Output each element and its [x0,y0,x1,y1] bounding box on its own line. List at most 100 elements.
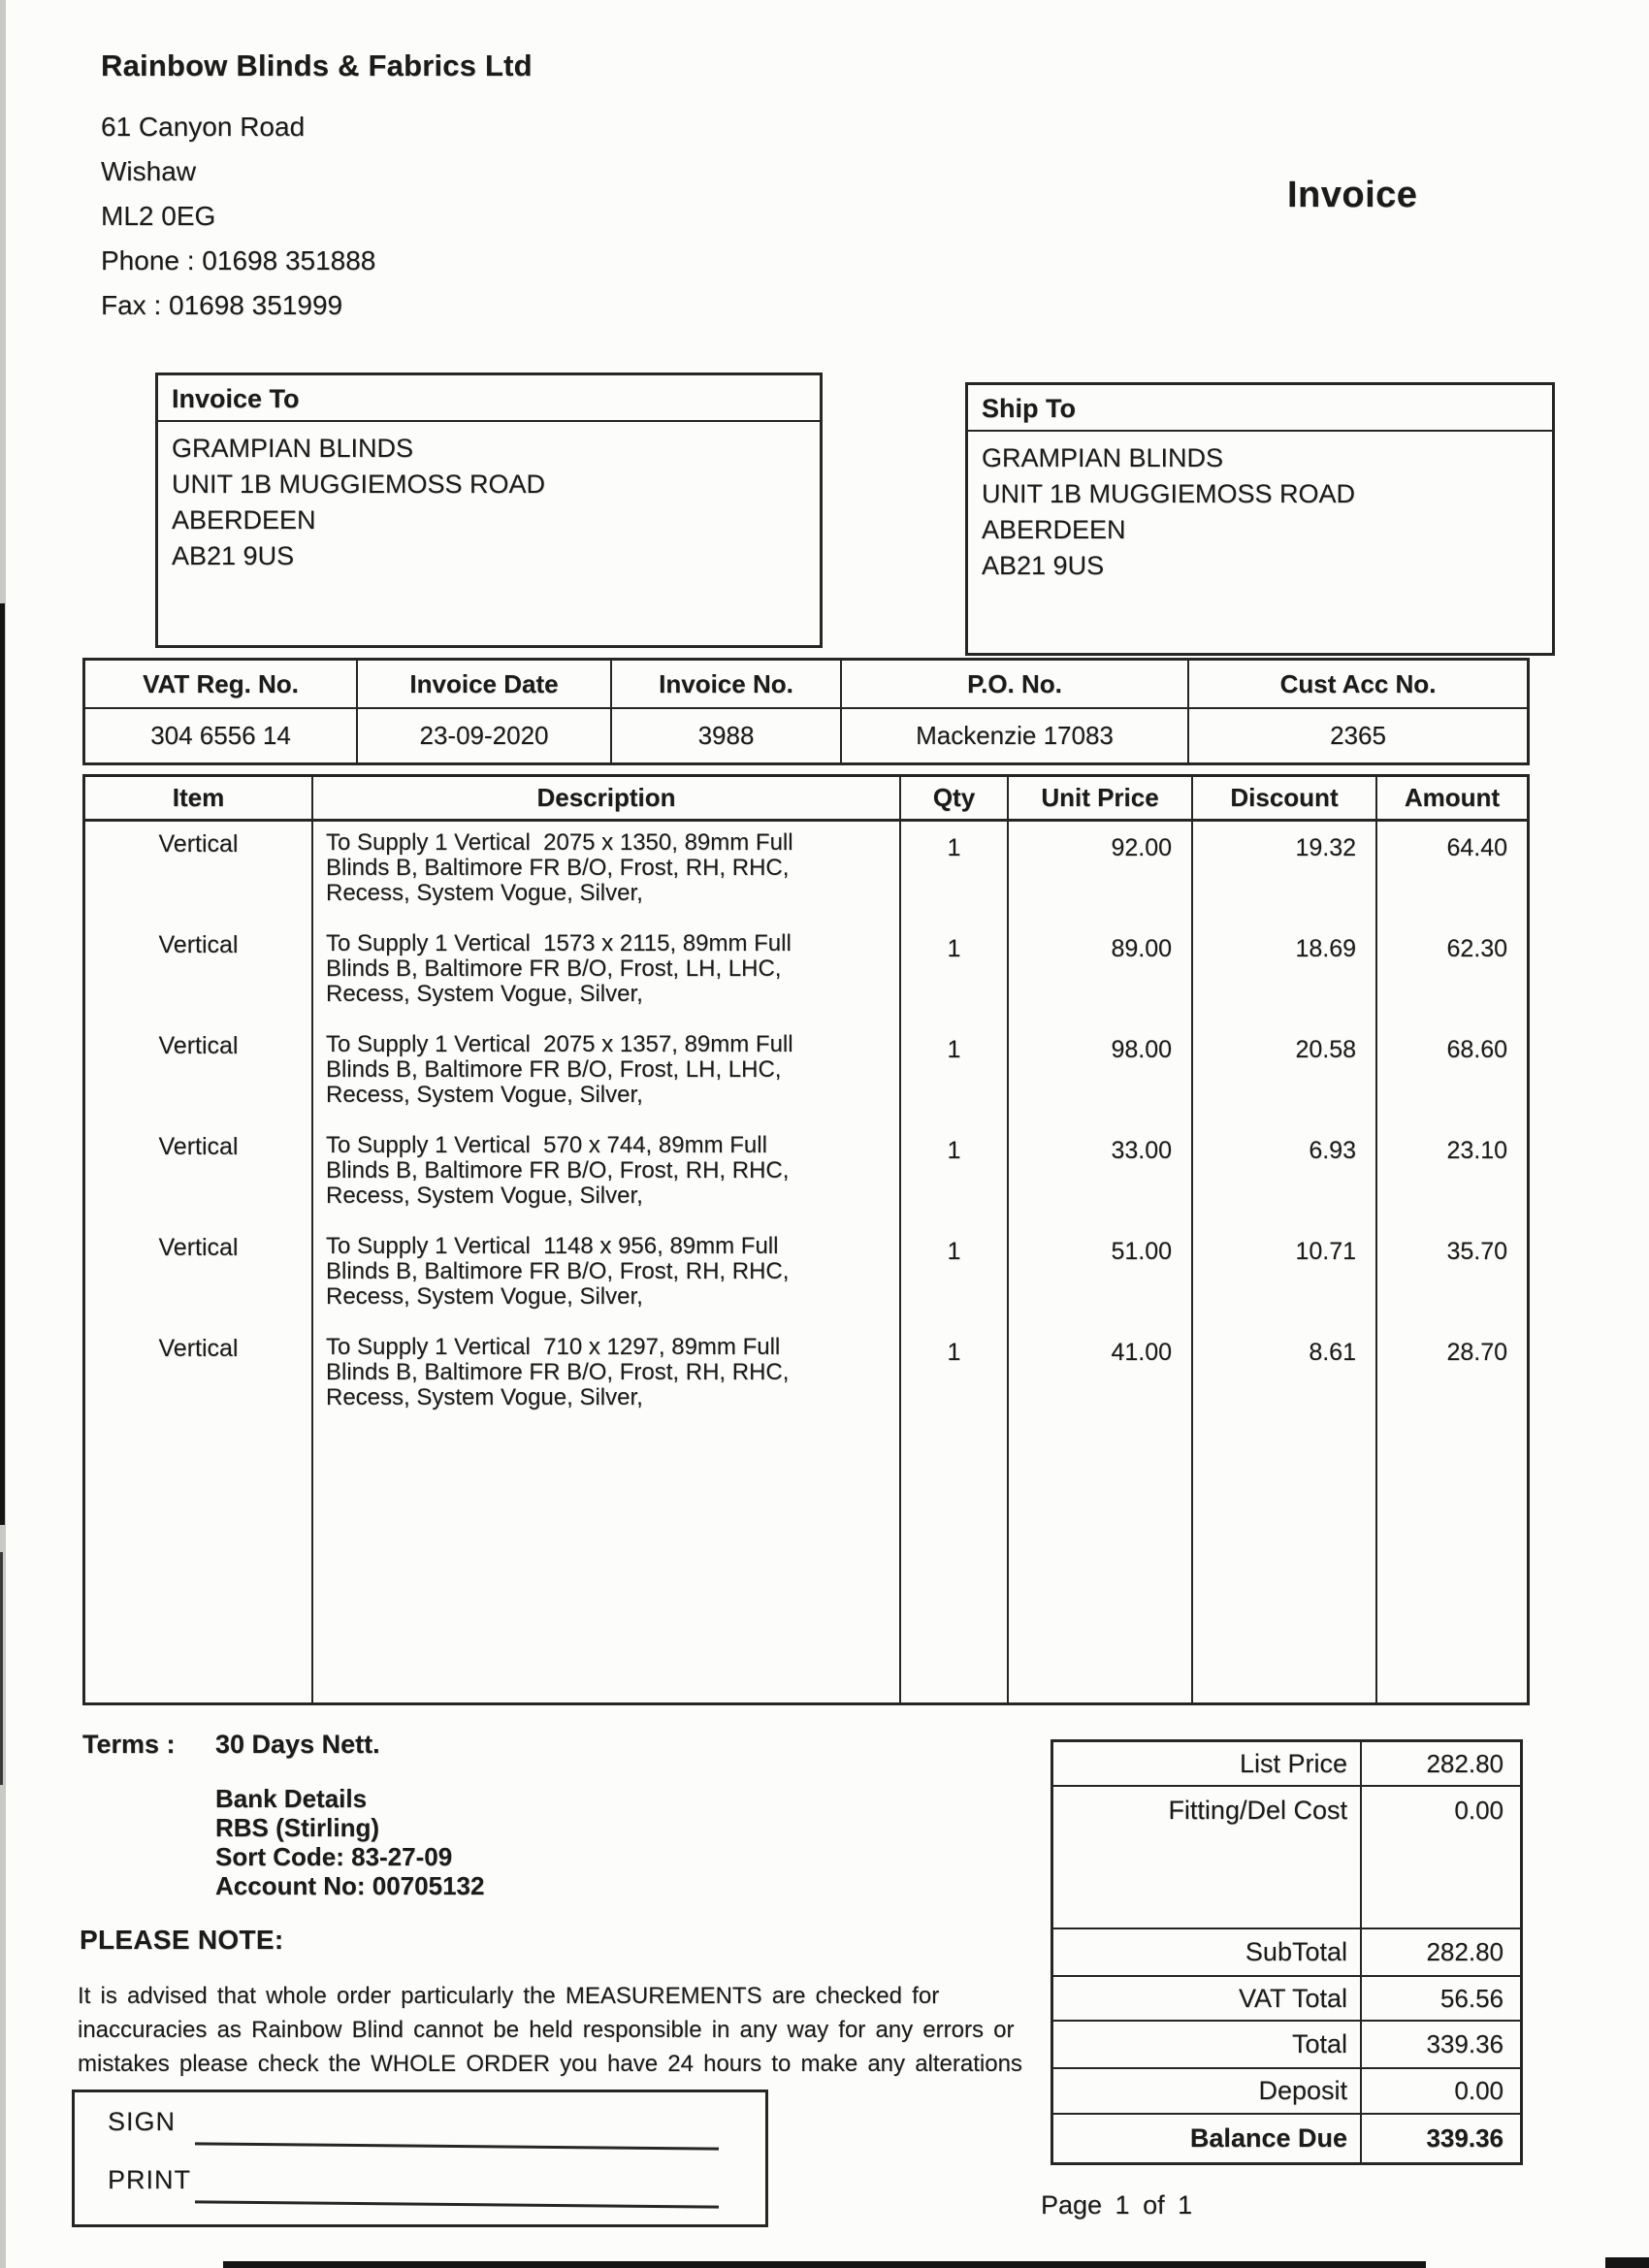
item-amount-cell: 64.40 [1446,834,1507,861]
items-filler-cell [1193,1427,1377,1702]
print-line [194,2200,720,2209]
item-qty-cell: 1 [901,822,1009,923]
bank-details: Bank Details RBS (Stirling) Sort Code: 8… [215,1784,484,1900]
totals-value-balance-due: 339.36 [1362,2113,1520,2162]
item-type-cell: Vertical [85,1326,313,1427]
terms-value: 30 Days Nett. [215,1730,380,1759]
item-description-cell: To Supply 1 Vertical 1573 x 2115, 89mm F… [313,923,901,1023]
item-qty-cell: 1 [901,1023,1009,1124]
item-amount-cell: 62.30 [1446,935,1507,962]
company-address: 61 Canyon Road Wishaw ML2 0EG Phone : 01… [101,105,375,328]
meta-value-date: 23-09-2020 [358,709,612,762]
item-unit-price-cell: 33.00 [1009,1124,1193,1225]
page-number: Page 1 of 1 [1041,2190,1193,2219]
item-amount-cell: 35.70 [1446,1238,1507,1265]
items-filler-cell [85,1427,313,1702]
signature-box: SIGN PRINT [72,2090,768,2227]
totals-label: SubTotal [1053,1928,1362,1975]
print-label: PRINT [108,2165,191,2194]
scan-artifact-bottom-strip [223,2261,1426,2268]
ship-to-heading: Ship To [968,385,1552,432]
item-discount-cell: 6.93 [1193,1124,1377,1225]
items-filler-cell [1009,1427,1193,1702]
item-discount-cell: 10.71 [1193,1225,1377,1326]
item-type-cell: Vertical [85,822,313,923]
bank-name: RBS (Stirling) [215,1813,379,1842]
note-body: It is advised that whole order particula… [78,1983,1022,2077]
line-items-table: Item Description Qty Unit Price Discount… [82,774,1530,1705]
totals-table: List Price 282.80 Fitting/Del Cost 0.00 … [1051,1739,1523,2165]
item-description-cell: To Supply 1 Vertical 2075 x 1357, 89mm F… [313,1023,901,1124]
sign-line [194,2142,720,2151]
address-line: UNIT 1B MUGGIEMOSS ROAD [982,479,1356,508]
company-address-line: 61 Canyon Road [101,112,306,142]
address-line: AB21 9US [172,541,295,570]
item-discount-cell: 20.58 [1193,1023,1377,1124]
items-header-qty: Qty [901,777,1009,822]
item-qty-cell: 1 [901,923,1009,1023]
item-discount-cell: 8.61 [1193,1326,1377,1427]
item-amount-cell: 68.60 [1446,1036,1507,1063]
totals-label-balance-due: Balance Due [1053,2113,1362,2162]
sign-label: SIGN [108,2107,177,2136]
item-qty-cell: 1 [901,1326,1009,1427]
meta-value-invoice-no: 3988 [612,709,842,762]
items-header-item: Item [85,777,313,822]
item-amount-cell: 28.70 [1446,1339,1507,1366]
totals-label: VAT Total [1053,1975,1362,2020]
item-qty-cell: 1 [901,1124,1009,1225]
note-heading: PLEASE NOTE: [80,1925,284,1955]
item-description-cell: To Supply 1 Vertical 710 x 1297, 89mm Fu… [313,1326,901,1427]
address-line: GRAMPIAN BLINDS [172,434,414,463]
bank-sort-code: Sort Code: 83-27-09 [215,1842,453,1871]
item-description-cell: To Supply 1 Vertical 570 x 744, 89mm Ful… [313,1124,901,1225]
items-header-description: Description [313,777,901,822]
meta-value-po-no: Mackenzie 17083 [842,709,1189,762]
company-phone: Phone : 01698 351888 [101,245,376,275]
bank-account-no: Account No: 00705132 [215,1871,485,1900]
company-fax: Fax : 01698 351999 [101,290,343,320]
item-description-cell: To Supply 1 Vertical 2075 x 1350, 89mm F… [313,822,901,923]
meta-value-vat: 304 6556 14 [85,709,358,762]
item-type-cell: Vertical [85,923,313,1023]
address-line: GRAMPIAN BLINDS [982,443,1224,472]
terms-label: Terms : [82,1730,176,1759]
ship-to-address: GRAMPIAN BLINDS UNIT 1B MUGGIEMOSS ROAD … [968,432,1552,584]
company-address-line: Wishaw [101,156,197,186]
item-type-cell: Vertical [85,1225,313,1326]
items-filler-cell [313,1427,901,1702]
items-filler-cell [1377,1427,1527,1702]
item-unit-price-cell: 98.00 [1009,1023,1193,1124]
items-header-unit-price: Unit Price [1009,777,1193,822]
item-qty-cell: 1 [901,1225,1009,1326]
totals-label: Total [1053,2020,1362,2067]
items-header-amount: Amount [1377,777,1527,822]
totals-value: 339.36 [1362,2020,1520,2067]
totals-label: Deposit [1053,2067,1362,2113]
totals-value: 282.80 [1426,1748,1504,1778]
invoice-to-box: Invoice To GRAMPIAN BLINDS UNIT 1B MUGGI… [155,373,823,648]
item-discount-cell: 18.69 [1193,923,1377,1023]
meta-value-cust-acc: 2365 [1330,721,1386,750]
item-type-cell: Vertical [85,1124,313,1225]
item-type-cell: Vertical [85,1023,313,1124]
meta-header-date: Invoice Date [358,661,612,709]
items-header-discount: Discount [1193,777,1377,822]
totals-label: List Price [1053,1742,1362,1785]
meta-header-po-no: P.O. No. [842,661,1189,709]
ship-to-box: Ship To GRAMPIAN BLINDS UNIT 1B MUGGIEMO… [965,382,1555,656]
bank-details-heading: Bank Details [215,1784,368,1813]
totals-value: 56.56 [1362,1975,1520,2020]
address-line: UNIT 1B MUGGIEMOSS ROAD [172,470,546,499]
totals-label: Fitting/Del Cost [1053,1785,1362,1928]
meta-header-invoice-no: Invoice No. [612,661,842,709]
item-description-cell: To Supply 1 Vertical 1148 x 956, 89mm Fu… [313,1225,901,1326]
invoice-to-address: GRAMPIAN BLINDS UNIT 1B MUGGIEMOSS ROAD … [158,422,820,574]
item-discount-cell: 19.32 [1193,822,1377,923]
totals-value: 282.80 [1362,1928,1520,1975]
item-amount-cell: 23.10 [1446,1137,1507,1164]
address-line: ABERDEEN [982,515,1126,544]
company-address-line: ML2 0EG [101,201,216,231]
totals-value: 0.00 [1362,1785,1520,1928]
